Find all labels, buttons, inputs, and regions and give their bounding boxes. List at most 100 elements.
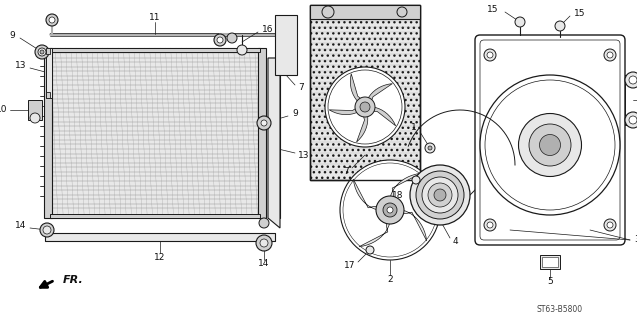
Text: ST63-B5800: ST63-B5800	[537, 306, 583, 315]
Text: 15: 15	[574, 10, 585, 19]
Circle shape	[625, 72, 637, 88]
Bar	[46, 48, 50, 54]
Circle shape	[40, 50, 44, 54]
Bar	[542, 257, 558, 267]
Circle shape	[30, 113, 40, 123]
Circle shape	[629, 116, 637, 124]
Circle shape	[217, 37, 223, 43]
Circle shape	[484, 49, 496, 61]
Circle shape	[40, 223, 54, 237]
Text: 2: 2	[387, 276, 393, 284]
Text: 3: 3	[634, 236, 637, 244]
Text: 15: 15	[487, 5, 498, 14]
Circle shape	[325, 67, 405, 147]
Circle shape	[35, 45, 49, 59]
Text: 13: 13	[298, 150, 310, 159]
Circle shape	[434, 189, 446, 201]
Text: 13: 13	[15, 61, 26, 70]
Text: 4: 4	[453, 237, 459, 246]
Circle shape	[46, 14, 58, 26]
Circle shape	[387, 207, 393, 213]
Circle shape	[259, 218, 269, 228]
Circle shape	[261, 120, 267, 126]
Circle shape	[340, 160, 440, 260]
Bar	[46, 48, 52, 98]
Polygon shape	[390, 173, 421, 198]
Text: 12: 12	[154, 253, 166, 262]
Text: 7: 7	[343, 167, 349, 177]
Circle shape	[355, 97, 375, 117]
Circle shape	[38, 48, 46, 56]
Circle shape	[487, 222, 493, 228]
Polygon shape	[368, 84, 392, 101]
Circle shape	[412, 176, 420, 184]
Text: 10: 10	[0, 106, 7, 115]
Circle shape	[227, 33, 237, 43]
Circle shape	[360, 102, 370, 112]
Bar	[625, 75, 637, 125]
Text: 16: 16	[262, 26, 273, 35]
Circle shape	[397, 7, 407, 17]
Bar	[44, 48, 52, 218]
Circle shape	[237, 45, 247, 55]
Bar	[45, 233, 275, 241]
Text: 14: 14	[15, 221, 26, 230]
Circle shape	[480, 75, 620, 215]
Circle shape	[515, 17, 525, 27]
Text: 1: 1	[412, 124, 417, 132]
Circle shape	[416, 171, 464, 219]
Polygon shape	[329, 108, 359, 115]
Bar	[28, 100, 42, 120]
Circle shape	[257, 116, 271, 130]
Circle shape	[410, 165, 470, 225]
Circle shape	[428, 183, 452, 207]
Circle shape	[484, 219, 496, 231]
Text: 5: 5	[547, 277, 553, 286]
Circle shape	[604, 49, 616, 61]
Circle shape	[607, 52, 613, 58]
Circle shape	[214, 34, 226, 46]
Bar	[310, 5, 420, 180]
Circle shape	[425, 143, 435, 153]
Text: 9: 9	[292, 109, 297, 118]
Text: 14: 14	[259, 260, 269, 268]
Circle shape	[428, 146, 432, 150]
Circle shape	[260, 239, 268, 247]
Polygon shape	[401, 210, 427, 241]
Polygon shape	[359, 221, 390, 247]
Polygon shape	[354, 179, 378, 210]
Circle shape	[604, 219, 616, 231]
Text: 17: 17	[343, 261, 355, 270]
Text: 11: 11	[149, 13, 161, 22]
FancyBboxPatch shape	[475, 35, 625, 245]
Bar	[310, 5, 420, 180]
Circle shape	[540, 134, 561, 156]
Circle shape	[49, 17, 55, 23]
Text: 18: 18	[392, 191, 403, 201]
Circle shape	[629, 76, 637, 84]
Circle shape	[555, 21, 565, 31]
Circle shape	[366, 246, 374, 254]
Bar	[50, 48, 260, 52]
Bar	[50, 214, 260, 218]
Circle shape	[487, 52, 493, 58]
Circle shape	[256, 235, 272, 251]
Bar	[268, 58, 280, 218]
Polygon shape	[350, 74, 362, 102]
Circle shape	[607, 222, 613, 228]
Circle shape	[43, 226, 51, 234]
Text: FR.: FR.	[63, 275, 83, 285]
Bar	[46, 92, 50, 98]
Circle shape	[625, 112, 637, 128]
Circle shape	[383, 203, 397, 217]
Bar	[310, 5, 420, 19]
Bar	[258, 48, 266, 218]
Bar	[50, 48, 260, 218]
Polygon shape	[268, 58, 280, 228]
Circle shape	[519, 114, 582, 177]
Polygon shape	[372, 107, 396, 126]
Circle shape	[422, 177, 458, 213]
Bar	[540, 255, 560, 269]
Text: 9: 9	[10, 31, 15, 41]
Bar	[275, 15, 297, 75]
